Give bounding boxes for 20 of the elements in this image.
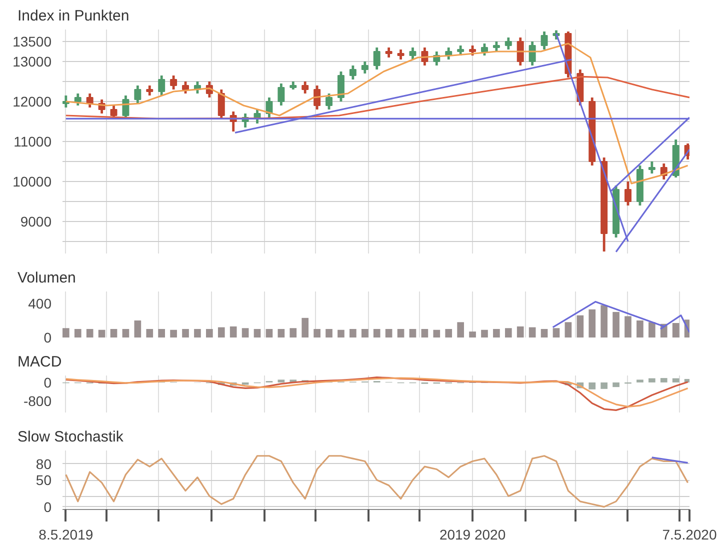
- y-tick-label: 80: [36, 456, 52, 472]
- y-tick-label: 9000: [20, 214, 52, 230]
- y-tick-label: 0: [44, 330, 52, 346]
- y-tick-label: 400: [28, 295, 52, 312]
- y-tick-label: 0: [44, 498, 52, 515]
- y-tick-label: 50: [36, 472, 52, 488]
- y-tick-label: 13000: [12, 54, 52, 70]
- y-axis-title: Index in Punkten: [18, 8, 130, 24]
- y-tick-label: 12000: [12, 94, 52, 110]
- x-tick-label: 7.5.2020: [662, 526, 717, 542]
- chart-title: Slow Stochastik: [18, 428, 124, 446]
- y-tick-label: 13500: [12, 34, 52, 50]
- x-tick-label: 2019 2020: [439, 526, 506, 542]
- chart-title: Volumen: [18, 270, 76, 286]
- y-tick-label: 11000: [14, 134, 52, 150]
- y-tick-label: 0: [44, 374, 52, 390]
- y-tick-label: 10000: [12, 174, 52, 190]
- chart-title: MACD: [18, 354, 62, 370]
- x-tick-label: 8.5.2019: [38, 526, 94, 542]
- y-tick-label: -800: [23, 392, 52, 409]
